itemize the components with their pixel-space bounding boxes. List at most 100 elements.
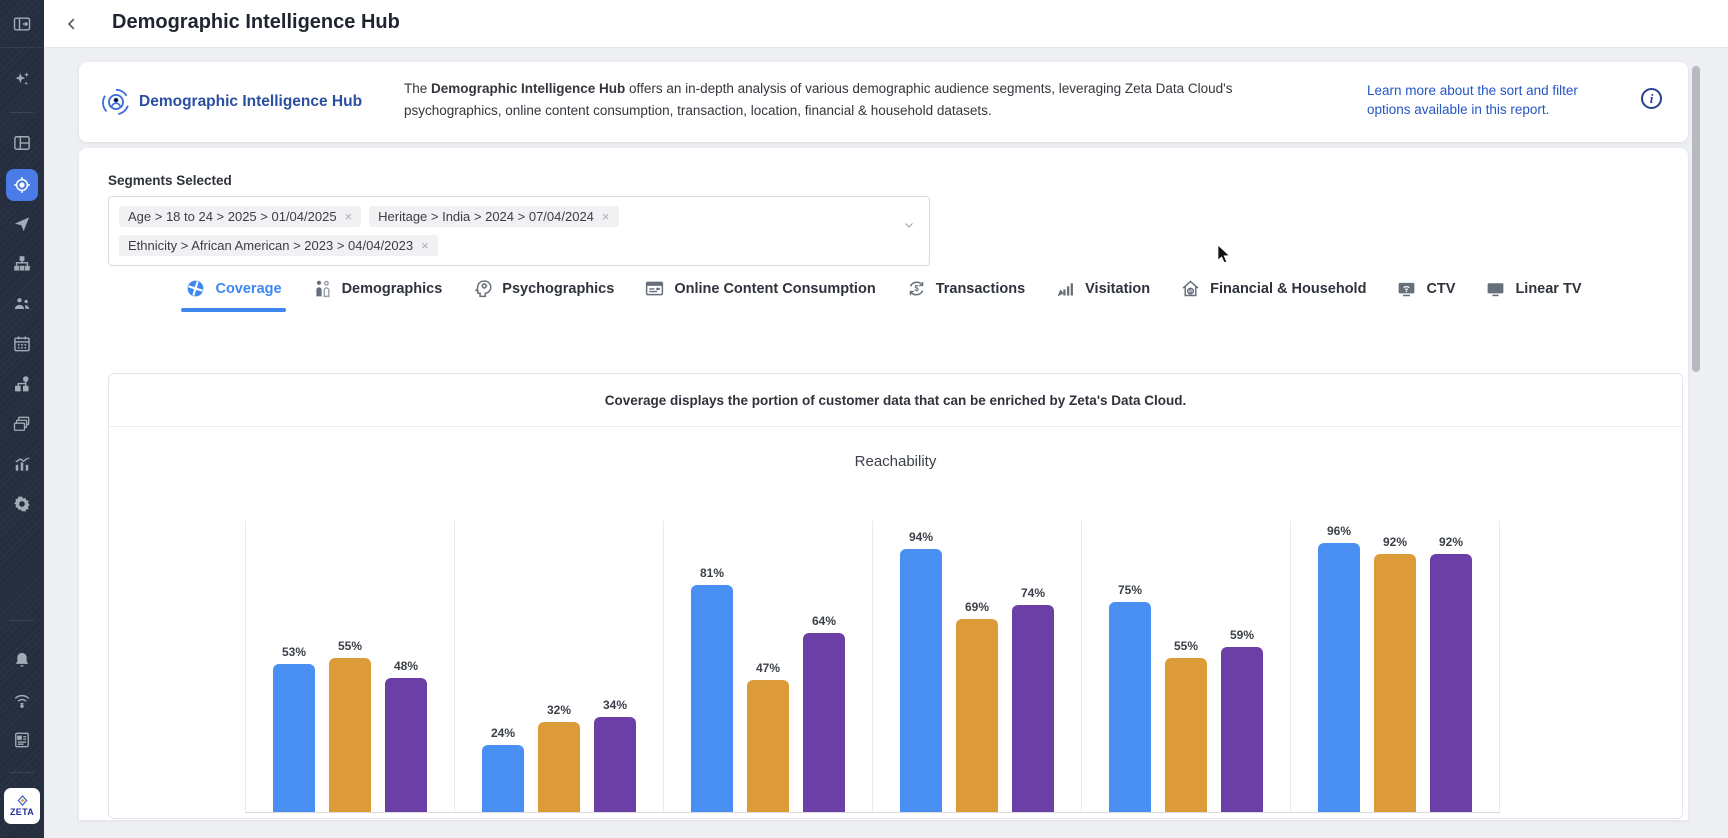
remove-chip-icon[interactable]: ×	[421, 238, 429, 253]
segments-multiselect[interactable]: Age > 18 to 24 > 2025 > 01/04/2025 × Heri…	[108, 196, 930, 266]
bar-purple[interactable]	[803, 632, 845, 812]
bar-value-label: 75%	[1117, 583, 1143, 597]
tab-label: Demographics	[341, 280, 443, 297]
bar-blue[interactable]	[691, 585, 733, 812]
tab-linear-tv[interactable]: Linear TV	[1485, 278, 1582, 312]
bar-blue[interactable]	[273, 663, 315, 812]
coverage-note: Coverage displays the portion of custome…	[109, 374, 1682, 427]
reachability-plot: 53% 55% 48% 24% 32% 34% 81% 47% 64% 94% 69% 74% 75% 5…	[245, 521, 1500, 813]
main-panel: Segments Selected Age > 18 to 24 > 2025 …	[79, 148, 1688, 820]
remove-chip-icon[interactable]: ×	[601, 209, 610, 224]
bar-blue[interactable]	[900, 548, 942, 812]
gear-icon[interactable]	[10, 492, 34, 516]
tab-psychographics[interactable]: Psychographics	[472, 278, 614, 312]
tab-visitation[interactable]: Visitation	[1055, 278, 1150, 312]
bar-orange[interactable]	[329, 658, 371, 812]
tab-label: Online Content Consumption	[674, 280, 876, 297]
calendar-icon[interactable]	[10, 332, 34, 356]
segment-chip[interactable]: Ethnicity > African American > 2023 > 04…	[119, 235, 438, 256]
bar-purple[interactable]	[1012, 604, 1054, 812]
analytics-icon[interactable]	[10, 452, 34, 476]
tab-coverage[interactable]: Coverage	[181, 278, 286, 312]
dashboard-icon[interactable]	[10, 131, 34, 155]
sidebar-divider	[10, 620, 34, 621]
bar-value-label: 59%	[1229, 627, 1255, 642]
org-chart-icon[interactable]	[10, 252, 34, 276]
back-button[interactable]	[58, 10, 86, 38]
banner-description: The Demographic Intelligence Hub offers …	[404, 78, 1309, 122]
split-flow-icon[interactable]	[10, 372, 34, 396]
stack-icon[interactable]	[10, 412, 34, 436]
bar-value-label: 34%	[602, 697, 628, 712]
ctv-icon	[1399, 282, 1415, 297]
zeta-logo[interactable]: ZETA	[4, 788, 40, 824]
bar-purple[interactable]	[1221, 646, 1263, 812]
bar-blue[interactable]	[1318, 543, 1360, 812]
bar-orange[interactable]	[956, 618, 998, 812]
signal-icon[interactable]	[10, 688, 34, 712]
tab-label: Coverage	[215, 280, 282, 297]
tab-ctv[interactable]: CTV	[1396, 278, 1455, 312]
bar-blue[interactable]	[1109, 602, 1151, 812]
tab-label: Psychographics	[502, 280, 615, 297]
psychographics-icon	[474, 280, 492, 298]
audience-icon[interactable]	[10, 292, 34, 316]
bar-orange[interactable]	[1374, 554, 1416, 812]
bar-purple[interactable]	[385, 677, 427, 812]
segment-chip-label: Heritage > India > 2024 > 07/04/2024	[378, 209, 594, 224]
svg-text:$: $	[1189, 288, 1193, 295]
zeta-diamond-icon	[17, 795, 27, 806]
chart-group: 81% 47% 64%	[664, 521, 873, 812]
tab-label: CTV	[1426, 280, 1456, 297]
segment-chip[interactable]: Age > 18 to 24 > 2025 > 01/04/2025 ×	[119, 206, 362, 227]
chart-group: 75% 55% 59%	[1082, 521, 1291, 812]
sidebar-divider	[10, 112, 34, 113]
tab-label: Transactions	[935, 280, 1026, 297]
visitation-icon	[1057, 283, 1074, 297]
segment-chip[interactable]: Heritage > India > 2024 > 07/04/2024 ×	[369, 206, 619, 227]
coverage-card: Coverage displays the portion of custome…	[108, 373, 1683, 819]
tab-demographics[interactable]: Demographics	[312, 278, 443, 312]
bar-blue[interactable]	[482, 744, 524, 812]
send-icon[interactable]	[10, 212, 34, 236]
tab-financial-household[interactable]: $ Financial & Household	[1180, 278, 1366, 312]
segments-selected-label: Segments Selected	[108, 173, 232, 188]
chart-group: 94% 69% 74%	[873, 521, 1082, 812]
panel-toggle-icon[interactable]	[10, 12, 34, 36]
coverage-icon	[188, 280, 204, 297]
chevron-down-icon[interactable]	[903, 219, 915, 231]
hub-logo-icon	[102, 88, 129, 115]
remove-chip-icon[interactable]: ×	[344, 209, 353, 224]
bar-orange[interactable]	[1165, 658, 1207, 812]
bar-column: 96%	[1318, 524, 1360, 812]
mouse-cursor	[1217, 244, 1231, 264]
bar-value-label: 55%	[337, 639, 363, 653]
zeta-logo-text: ZETA	[9, 807, 35, 817]
sparkles-icon[interactable]	[10, 67, 34, 91]
bar-purple[interactable]	[1430, 554, 1472, 812]
tab-online-content-consumption[interactable]: Online Content Consumption	[644, 278, 876, 312]
tab-transactions[interactable]: $ Transactions	[906, 278, 1025, 312]
learn-more-link[interactable]: Learn more about the sort and filter opt…	[1367, 83, 1578, 117]
bar-orange[interactable]	[538, 722, 580, 812]
bar-column: 47%	[747, 661, 789, 812]
target-icon[interactable]	[10, 173, 34, 197]
bar-column: 92%	[1374, 535, 1416, 812]
address-book-icon[interactable]	[10, 728, 34, 752]
info-icon[interactable]: i	[1641, 88, 1662, 109]
tab-label: Visitation	[1085, 280, 1151, 297]
segment-chip-label: Age > 18 to 24 > 2025 > 01/04/2025	[128, 209, 337, 224]
transactions-icon: $	[909, 281, 923, 296]
bar-value-label: 64%	[811, 613, 837, 628]
bar-column: 55%	[329, 639, 371, 812]
bar-column: 55%	[1165, 639, 1207, 812]
segment-chips: Age > 18 to 24 > 2025 > 01/04/2025 × Heri…	[109, 197, 931, 265]
tab-label: Linear TV	[1515, 280, 1582, 297]
bar-value-label: 96%	[1326, 524, 1352, 539]
vertical-scrollbar[interactable]	[1692, 66, 1700, 372]
bar-column: 32%	[538, 703, 580, 812]
bar-orange[interactable]	[747, 680, 789, 812]
bar-purple[interactable]	[594, 716, 636, 812]
bell-icon[interactable]	[10, 648, 34, 672]
